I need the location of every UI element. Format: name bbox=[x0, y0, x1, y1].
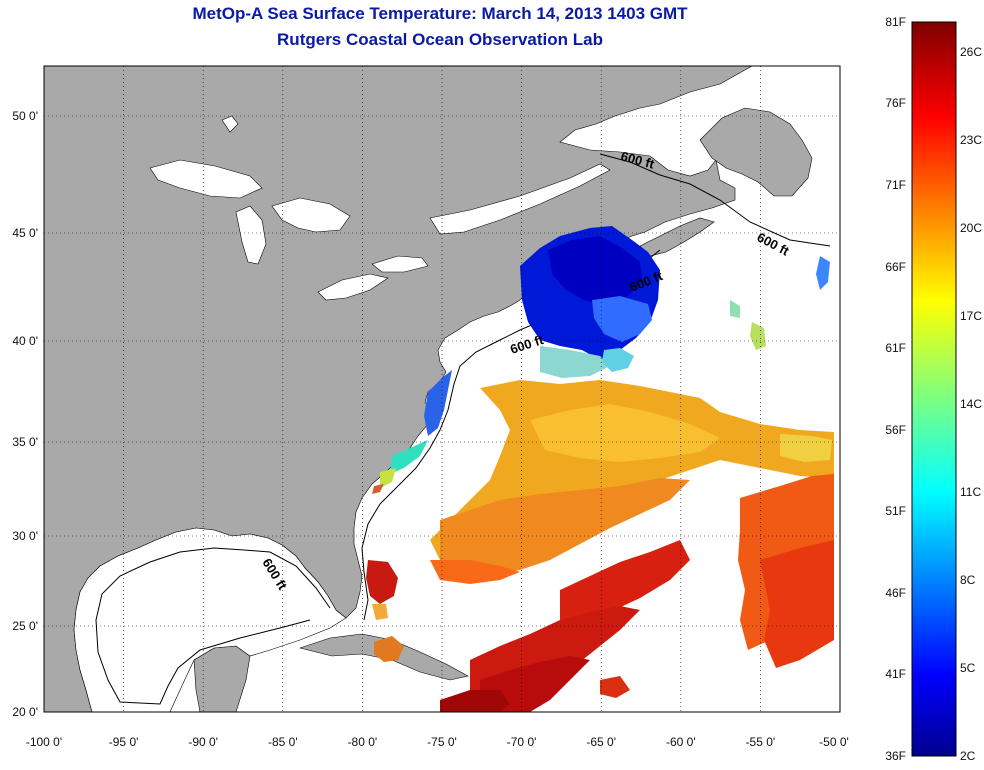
sst-data-gulf-of-maine bbox=[520, 226, 830, 378]
longitude-tick-label: -85 0' bbox=[268, 735, 298, 749]
sst-data-south bbox=[366, 474, 834, 712]
colorbar-f-label: 71F bbox=[885, 178, 906, 192]
colorbar-f-label: 51F bbox=[885, 504, 906, 518]
colorbar-f-label: 61F bbox=[885, 341, 906, 355]
colorbar: 81F 76F 71F 66F 61F 56F 51F 46F 41F 36F … bbox=[885, 15, 982, 763]
colorbar-c-label: 5C bbox=[960, 661, 976, 675]
longitude-tick-label: -75 0' bbox=[427, 735, 457, 749]
colorbar-f-label: 36F bbox=[885, 749, 906, 763]
longitude-tick-label: -50 0' bbox=[819, 735, 849, 749]
colorbar-c-label: 23C bbox=[960, 133, 982, 147]
latitude-tick-label: 45 0' bbox=[12, 226, 38, 240]
latitude-axis: 50 0' 45 0' 40 0' 35 0' 30 0' 25 0' 20 0… bbox=[12, 109, 38, 719]
great-lakes bbox=[149, 115, 611, 301]
colorbar-c-label: 11C bbox=[960, 485, 981, 499]
colorbar-f-label: 66F bbox=[885, 260, 906, 274]
latitude-tick-label: 50 0' bbox=[12, 109, 38, 123]
longitude-tick-label: -65 0' bbox=[586, 735, 616, 749]
lat-lon-grid bbox=[44, 66, 840, 712]
colorbar-f-label: 56F bbox=[885, 423, 906, 437]
longitude-tick-label: -70 0' bbox=[507, 735, 537, 749]
map-title: MetOp-A Sea Surface Temperature: March 1… bbox=[192, 4, 688, 23]
colorbar-f-label: 41F bbox=[885, 667, 906, 681]
latitude-tick-label: 30 0' bbox=[12, 529, 38, 543]
gulf-of-mexico bbox=[73, 527, 347, 712]
latitude-tick-label: 25 0' bbox=[12, 619, 38, 633]
colorbar-c-label: 14C bbox=[960, 397, 982, 411]
longitude-tick-label: -90 0' bbox=[188, 735, 218, 749]
colorbar-gradient bbox=[911, 21, 957, 757]
bathymetry-contour-gulf bbox=[95, 547, 331, 705]
longitude-tick-label: -95 0' bbox=[109, 735, 139, 749]
latitude-tick-label: 35 0' bbox=[12, 435, 38, 449]
sst-data-mid-atlantic-coast bbox=[372, 370, 452, 494]
colorbar-f-label: 76F bbox=[885, 96, 906, 110]
colorbar-c-label: 26C bbox=[960, 45, 982, 59]
colorbar-f-label: 81F bbox=[885, 15, 906, 29]
colorbar-c-label: 8C bbox=[960, 573, 976, 587]
latitude-tick-label: 20 0' bbox=[12, 705, 38, 719]
longitude-tick-label: -60 0' bbox=[666, 735, 696, 749]
colorbar-fahrenheit-labels: 81F 76F 71F 66F 61F 56F 51F 46F 41F 36F bbox=[885, 15, 906, 763]
longitude-tick-label: -100 0' bbox=[26, 735, 62, 749]
colorbar-celsius-labels: 26C 23C 20C 17C 14C 11C 8C 5C 2C bbox=[960, 45, 982, 763]
longitude-tick-label: -55 0' bbox=[746, 735, 776, 749]
sst-data-open-ocean bbox=[430, 380, 834, 584]
longitude-axis: -100 0' -95 0' -90 0' -85 0' -80 0' -75 … bbox=[26, 735, 849, 749]
latitude-tick-label: 40 0' bbox=[12, 334, 38, 348]
colorbar-c-label: 2C bbox=[960, 749, 976, 763]
newfoundland-land bbox=[699, 107, 813, 197]
colorbar-c-label: 17C bbox=[960, 309, 982, 323]
colorbar-c-label: 20C bbox=[960, 221, 982, 235]
colorbar-f-label: 46F bbox=[885, 586, 906, 600]
longitude-tick-label: -80 0' bbox=[348, 735, 378, 749]
nova-scotia-land bbox=[639, 217, 715, 257]
map-subtitle: Rutgers Coastal Ocean Observation Lab bbox=[277, 30, 603, 49]
